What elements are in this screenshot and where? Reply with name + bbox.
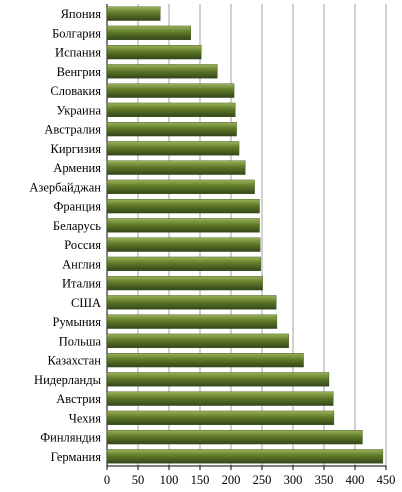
bar (106, 410, 335, 426)
category-label: Англия (62, 257, 101, 271)
bar (106, 314, 278, 329)
x-tick-label: 150 (191, 473, 210, 487)
bar (106, 25, 191, 41)
category-label: США (71, 296, 101, 310)
category-label: Польша (59, 334, 102, 348)
bar (106, 256, 261, 272)
category-label: Франция (54, 200, 102, 214)
bar (106, 198, 260, 214)
x-tick-label: 400 (346, 473, 365, 487)
bar (106, 237, 261, 252)
category-label: Румыния (53, 315, 102, 329)
category-label: Болгария (52, 26, 101, 40)
bar (106, 352, 304, 368)
bar (106, 102, 236, 118)
category-label: Киргизия (51, 142, 102, 156)
category-label: Чехия (69, 411, 101, 425)
category-label: Венгрия (57, 65, 102, 79)
category-label: Словакия (50, 84, 101, 98)
x-tick-label: 250 (253, 473, 272, 487)
bar (106, 429, 363, 445)
category-label: Армения (53, 161, 101, 175)
grid-lines (137, 4, 387, 466)
category-label: Австралия (44, 123, 101, 137)
bar (106, 121, 237, 137)
x-tick-label: 200 (222, 473, 241, 487)
category-label: Азербайджан (29, 180, 101, 194)
x-tick-label: 450 (377, 473, 396, 487)
bar (106, 275, 263, 291)
bar (106, 295, 277, 310)
category-label: Австрия (56, 392, 101, 406)
category-label: Россия (64, 238, 101, 252)
category-label: Беларусь (53, 219, 101, 233)
x-tick-label: 100 (160, 473, 179, 487)
x-tick-label: 50 (132, 473, 145, 487)
bar (106, 333, 289, 349)
bar (106, 141, 240, 156)
bar (106, 6, 161, 21)
bar (106, 391, 334, 406)
bar (106, 372, 330, 387)
category-label: Италия (62, 277, 101, 291)
bar (106, 64, 218, 79)
x-tick-label: 300 (284, 473, 303, 487)
category-label: Украина (56, 103, 101, 117)
category-label: Финляндия (40, 431, 101, 445)
category-label: Германия (51, 450, 102, 464)
bar (106, 218, 260, 233)
category-labels: Япония Болгария Испания Венгрия Словакия Укра… (29, 7, 101, 464)
x-tick-labels: 0 50 100 150 200 250 300 350 400 450 (104, 466, 396, 487)
x-tick-label: 350 (315, 473, 334, 487)
bar (106, 83, 235, 98)
bar (106, 449, 384, 464)
category-label: Казахстан (48, 354, 102, 368)
category-label: Нидерланды (34, 373, 102, 387)
category-label: Япония (61, 7, 102, 21)
x-tick-label: 0 (104, 473, 110, 487)
bar (106, 179, 255, 195)
bars (106, 6, 384, 464)
bar (106, 160, 246, 175)
bar (106, 44, 202, 60)
category-label: Испания (55, 46, 101, 60)
